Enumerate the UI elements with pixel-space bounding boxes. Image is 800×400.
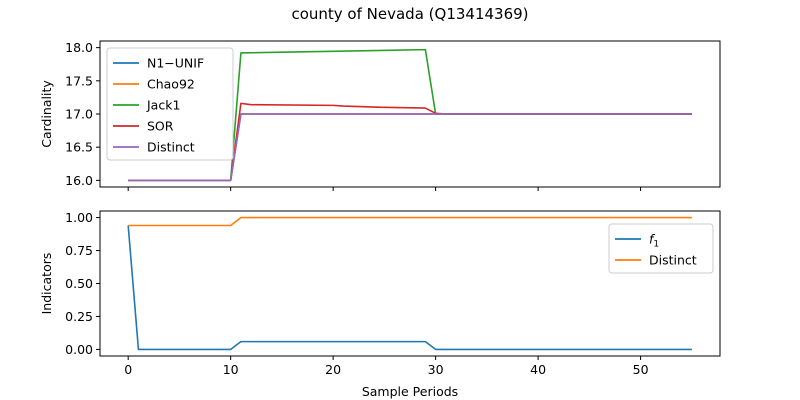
- subplot-1-legend: N1−UNIF Chao92 Jack1 SOR Distinct: [106, 47, 234, 161]
- subplot-1-legend-label: N1−UNIF: [147, 56, 204, 71]
- plot-layer: 16.0 16.5 17.0 17.5 18.0 Cardinality N1−UNIF Ch…: [39, 40, 721, 377]
- subplot-1-y-axis-label: Cardinality: [39, 80, 54, 148]
- x-tick-label: 50: [633, 362, 649, 377]
- x-tick-label: 10: [223, 362, 239, 377]
- subplot-1-series-line-5: [128, 113, 692, 182]
- subplot-1-y-tick-label: 18.0: [65, 40, 93, 55]
- x-tick-label: 20: [325, 362, 341, 377]
- subplot-1-y-tick-label: 17.5: [65, 73, 93, 88]
- x-axis-label: Sample Periods: [362, 384, 458, 399]
- subplot-1-legend-box: [106, 47, 234, 161]
- subplot-1-legend-label: Distinct: [147, 140, 195, 155]
- chart-title: county of Nevada (Q13414369): [291, 5, 528, 23]
- subplot-2-y-tick-label: 0.75: [65, 243, 93, 258]
- subplot-2-y-axis-label: Indicators: [39, 253, 54, 315]
- x-tick-label: 40: [530, 362, 546, 377]
- subplot-1-legend-label: SOR: [147, 119, 174, 134]
- x-tick-label: 30: [428, 362, 444, 377]
- subplot-2-legend-label: f1: [649, 232, 659, 250]
- subplot-2-legend: f1 Distinct: [608, 223, 714, 274]
- x-tick-label: 0: [124, 362, 132, 377]
- subplot-1-legend-label: Chao92: [147, 77, 195, 92]
- subplot-1-y-tick-label: 16.5: [65, 140, 93, 155]
- subplot-2-y-tick-label: 0.25: [65, 309, 93, 324]
- subplot-2-y-tick-label: 0.00: [65, 342, 93, 357]
- subplot-1-y-tick-label: 17.0: [65, 107, 93, 122]
- subplot-1-legend-label: Jack1: [146, 98, 180, 113]
- subplot-1-y-tick-label: 16.0: [65, 173, 93, 188]
- subplot-2-y-tick-label: 1.00: [65, 210, 93, 225]
- subplot-2-series-line-2: [128, 216, 692, 227]
- subplot-2-legend-label: Distinct: [649, 253, 697, 268]
- subplot-2-series-line-1: [127, 225, 692, 351]
- subplot-2-y-tick-label: 0.50: [65, 276, 93, 291]
